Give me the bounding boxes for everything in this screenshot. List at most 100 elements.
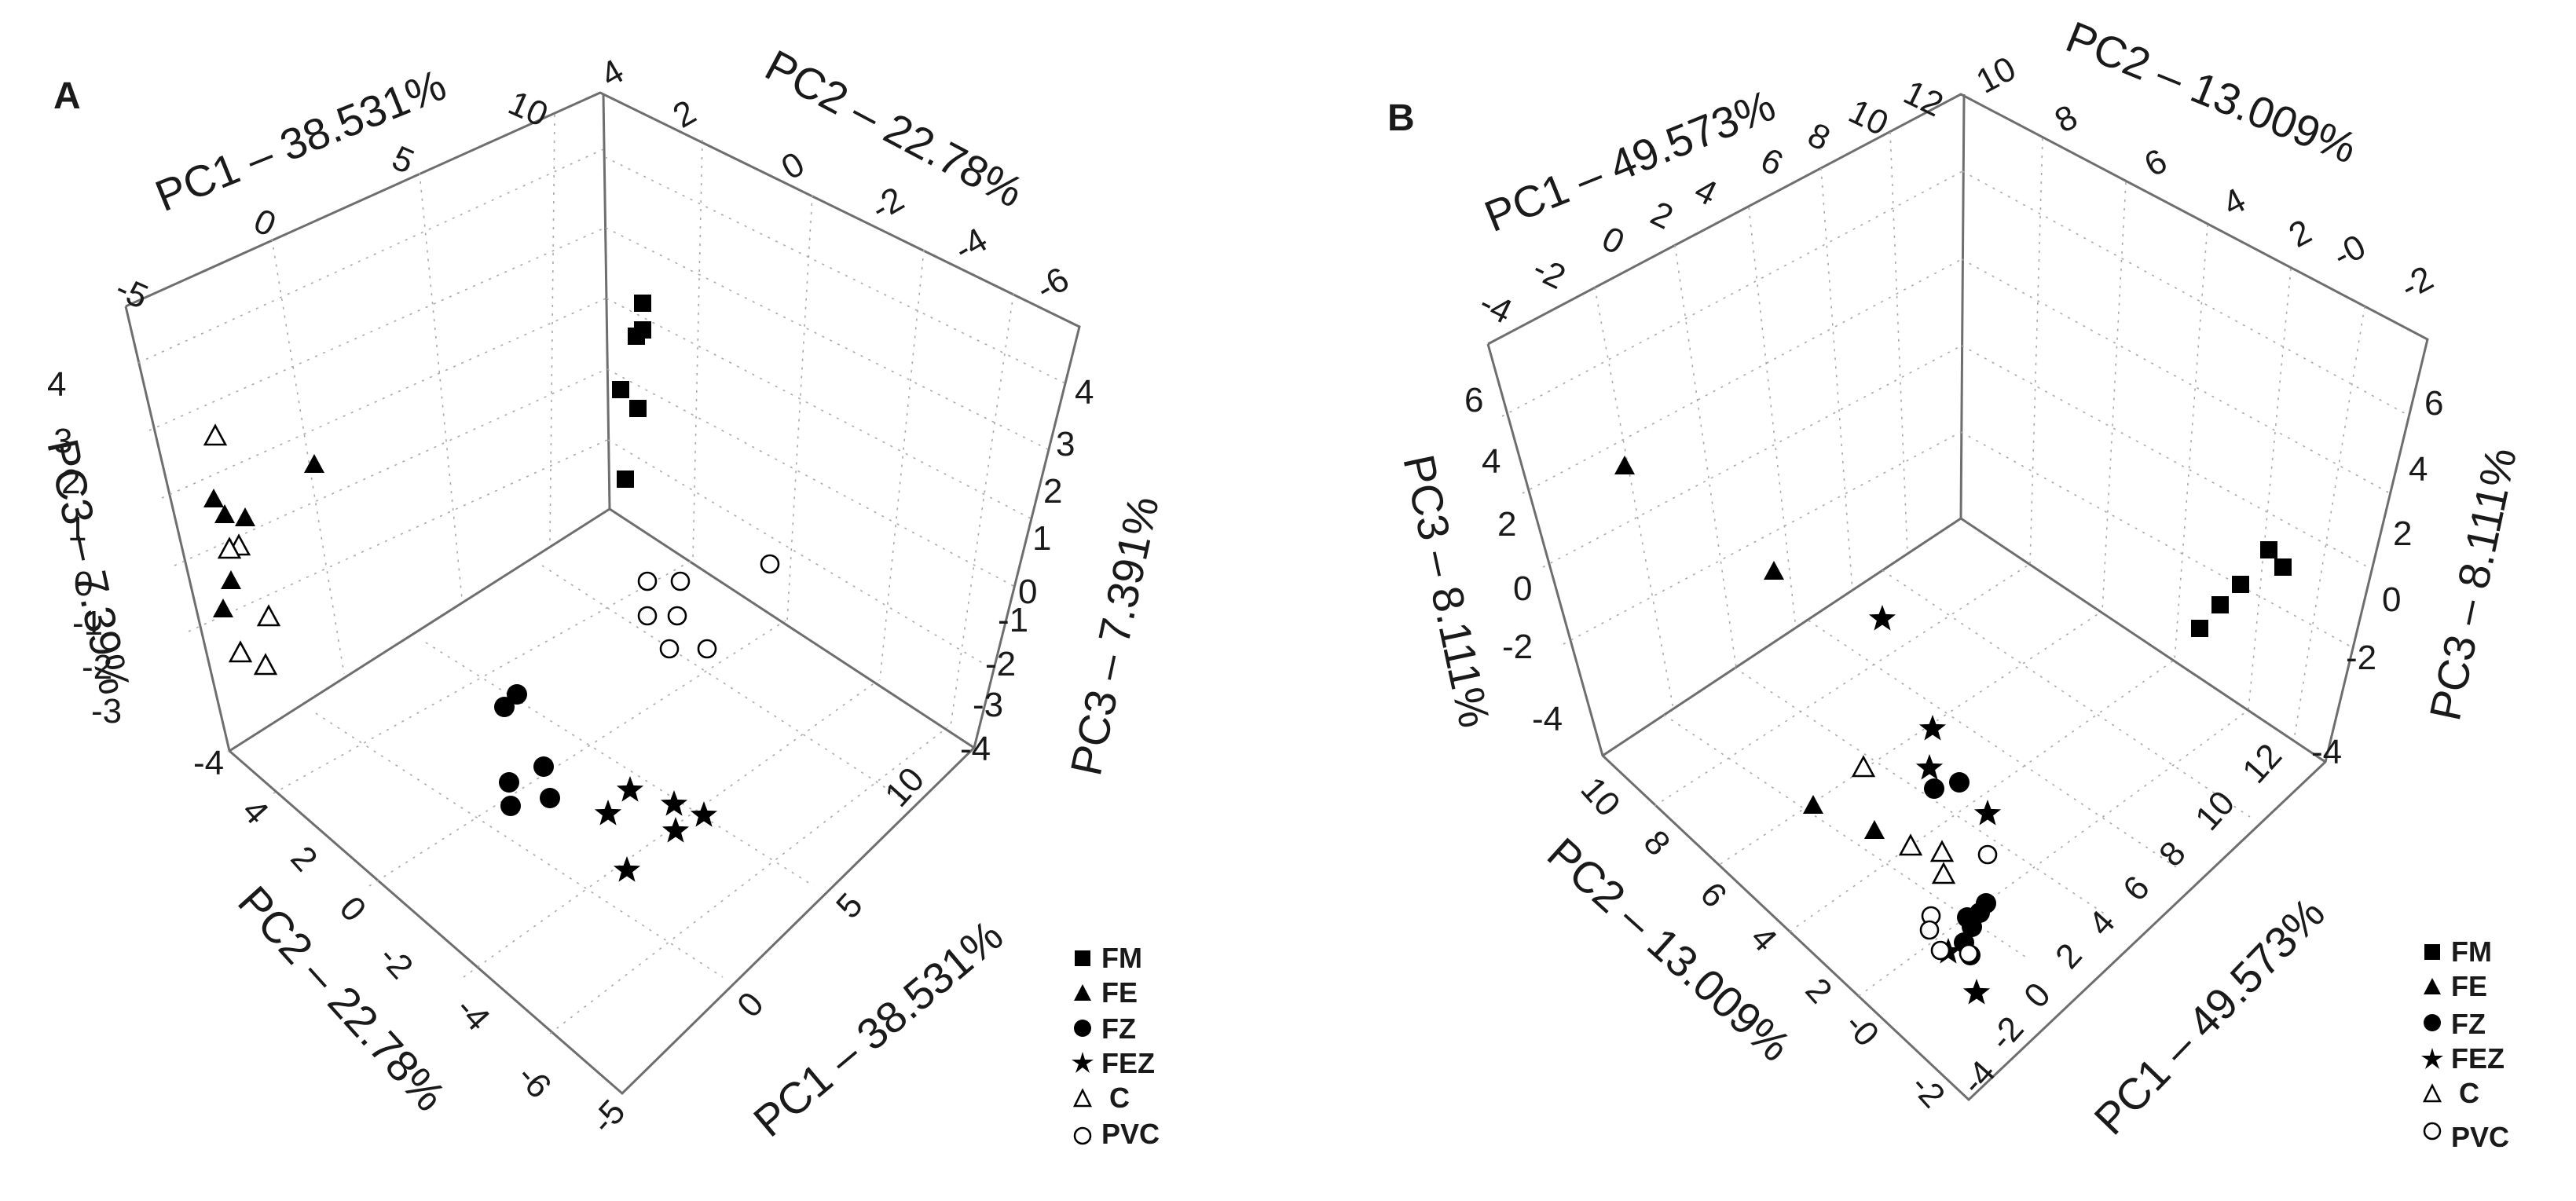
panel-b-legend: FM FE FZ FEZ C PVC [2421, 936, 2509, 1153]
tick-label: 4 [1689, 170, 1723, 214]
legend-entry: FM [2451, 936, 2492, 968]
data-point-fz [499, 772, 519, 793]
grid-line [1820, 167, 1853, 591]
data-point-c [253, 653, 278, 676]
panel-a-legend: FM FE FZ FEZ C PVC [1072, 942, 1160, 1150]
legend-marker-open-circle [2423, 1122, 2442, 1141]
data-point-fm [617, 471, 634, 488]
grid-line [1674, 244, 1737, 668]
tick-label: 6 [2138, 141, 2174, 185]
data-point-pvc [659, 639, 680, 659]
tick-label: 5 [829, 886, 870, 926]
data-point-fez [661, 817, 690, 843]
grid-line [607, 439, 994, 670]
tick-label: -3 [91, 692, 122, 730]
grid-line [368, 620, 786, 887]
data-point-fz [540, 788, 560, 808]
grid-line [879, 249, 925, 681]
tick-label: 2 [1645, 194, 1679, 237]
data-point-pvc [1959, 943, 1979, 964]
data-point-fez [616, 776, 644, 802]
tick-label: 2 [2048, 936, 2090, 976]
data-point-c [256, 604, 281, 627]
legend-marker-circle [1074, 1020, 1091, 1037]
grid-line [1960, 431, 2353, 648]
tick-label: -1 [72, 604, 103, 643]
tick-label: 10 [1970, 49, 2022, 101]
grid-line [2029, 137, 2043, 565]
tick-label: -4 [449, 990, 498, 1038]
tick-label: 2 [2393, 514, 2412, 553]
legend-marker-star [1072, 1052, 1094, 1073]
tick-label: 2 [284, 839, 325, 879]
grid-line [1789, 659, 2175, 932]
grid-line [692, 139, 703, 560]
tick-label: 0 [2017, 976, 2058, 1016]
tick-label: 0 [1018, 573, 1037, 611]
tick-label: -2 [2395, 258, 2440, 307]
tick-label: -2 [2346, 639, 2376, 677]
tick-label: 10 [1843, 92, 1894, 144]
tick-label: -0 [1838, 1005, 1887, 1054]
grid-line [161, 298, 606, 499]
axis-label-pc1-bottom: PC1 – 38.531% [744, 910, 1012, 1146]
grid-line [463, 679, 879, 978]
tick-label: 0 [1513, 569, 1532, 608]
legend-entry: PVC [1101, 1118, 1160, 1150]
data-point-fe [304, 454, 324, 473]
grid-line [148, 227, 606, 431]
data-point-fm [2191, 620, 2208, 637]
data-point-fez [690, 801, 718, 827]
data-point-fm [629, 400, 647, 417]
data-point-fez [1918, 715, 1947, 741]
data-point-fez [613, 856, 641, 882]
tick-label: -4 [1532, 700, 1563, 738]
data-point-c [228, 640, 253, 663]
tick-label: 8 [2049, 97, 2084, 141]
legend-entry: FM [1101, 942, 1142, 974]
data-point-fz [500, 796, 521, 816]
tick-label: -2 [1982, 1009, 2032, 1058]
panel-b-frame [1486, 93, 2429, 1102]
legend-entry: FEZ [2451, 1042, 2505, 1075]
grid-line [1522, 258, 1962, 494]
tick-label: 0 [332, 889, 374, 929]
grid-line [273, 560, 692, 794]
data-point-pvc [1919, 920, 1940, 940]
tick-label: 2 [1798, 971, 1840, 1011]
data-point-fe [235, 507, 255, 526]
legend-entry: C [2459, 1077, 2479, 1109]
grid-line [541, 565, 912, 805]
tick-label: 4 [47, 365, 66, 404]
tick-label: -2 [1527, 249, 1572, 297]
tick-label: 6 [1693, 875, 1735, 915]
grid-line [315, 712, 724, 978]
tick-label: 3 [1056, 425, 1075, 463]
tick-label: 6 [1755, 141, 1789, 184]
tick-label: 10 [878, 760, 932, 815]
axis-label-pc1-top: PC1 – 49.573% [1478, 80, 1782, 241]
tick-label: 4 [595, 52, 631, 95]
data-point-pvc [670, 571, 691, 591]
tick-label: 2 [667, 93, 703, 136]
data-point-fez [1962, 979, 1991, 1005]
panel-a-back-edge-right [609, 507, 975, 749]
grid-line [1563, 431, 1962, 645]
panel-a-points [203, 295, 780, 882]
axis-label-pc3-left: PC3 – 7.39% [38, 434, 140, 698]
tick-label: 0 [730, 985, 771, 1025]
legend-entry: FZ [2451, 1008, 2486, 1040]
tick-label: -2 [82, 648, 112, 687]
legend-entry: C [1109, 1082, 1130, 1114]
data-point-pvc [1977, 844, 1998, 865]
tick-label: 0 [1596, 219, 1630, 262]
grid-line [1734, 667, 2106, 915]
data-point-fe [214, 504, 235, 523]
data-point-fez [1868, 605, 1896, 631]
grid-line [606, 298, 1031, 519]
data-point-c [1898, 833, 1923, 856]
tick-label: 6 [1464, 381, 1483, 419]
grid-line [605, 227, 1049, 450]
data-point-fz [1949, 772, 1970, 793]
